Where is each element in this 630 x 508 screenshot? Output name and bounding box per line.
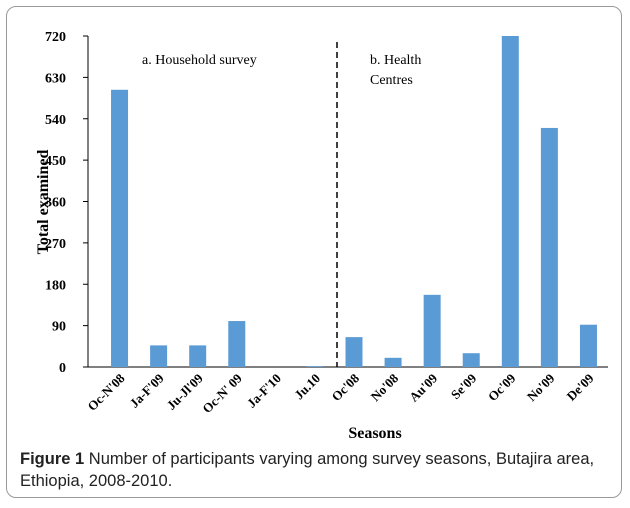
bar [111,89,129,367]
x-tick-label: Se'09 [448,370,480,402]
bar [579,324,597,367]
x-tick-label: Oc-N'08 [84,370,128,414]
bar [540,127,558,367]
bar [345,337,363,367]
x-tick-label: Oc-N' 09 [199,370,245,416]
bar [150,345,168,367]
x-axis-title: Seasons [348,425,401,442]
y-tick-label: 720 [45,30,66,45]
x-tick-label: Ja-F'10 [244,371,284,411]
annotation: b. Health [370,53,421,68]
bar [384,357,402,367]
x-tick-label: Oc'08 [329,370,363,404]
x-tick-label: No'08 [368,370,402,404]
caption: Figure 1 Number of participants varying … [20,448,610,492]
bar [462,353,480,367]
y-tick-label: 630 [45,71,66,86]
y-tick-label: 540 [45,113,66,128]
x-tick-label: Ju.10 [291,371,323,403]
y-tick-label: 0 [59,361,66,376]
x-tick-label: Ja-F'09 [127,370,168,411]
x-tick-label: Oc'09 [485,370,519,404]
figure-frame [6,6,622,498]
bar [228,321,246,367]
bar [423,294,441,367]
chart: a. Household survey b. Health Centres Se… [35,30,608,442]
x-tick-label: De'09 [564,370,597,403]
y-axis-title: Total examined [35,150,52,255]
bar [189,345,207,367]
bar [306,366,324,367]
y-tick-label: 360 [45,196,66,211]
annotation: Centres [370,73,413,88]
y-tick-label: 180 [45,278,66,293]
y-tick-label: 450 [45,154,66,169]
annotation: a. Household survey [142,53,257,68]
x-tick-label: Au'09 [406,370,440,404]
x-tick-label: No'09 [524,370,558,404]
caption-text: Number of participants varying among sur… [20,450,595,490]
y-tick-label: 270 [45,237,66,252]
y-tick-label: 90 [52,320,66,335]
bar [501,36,519,367]
figure-label: Figure 1 [20,450,85,468]
